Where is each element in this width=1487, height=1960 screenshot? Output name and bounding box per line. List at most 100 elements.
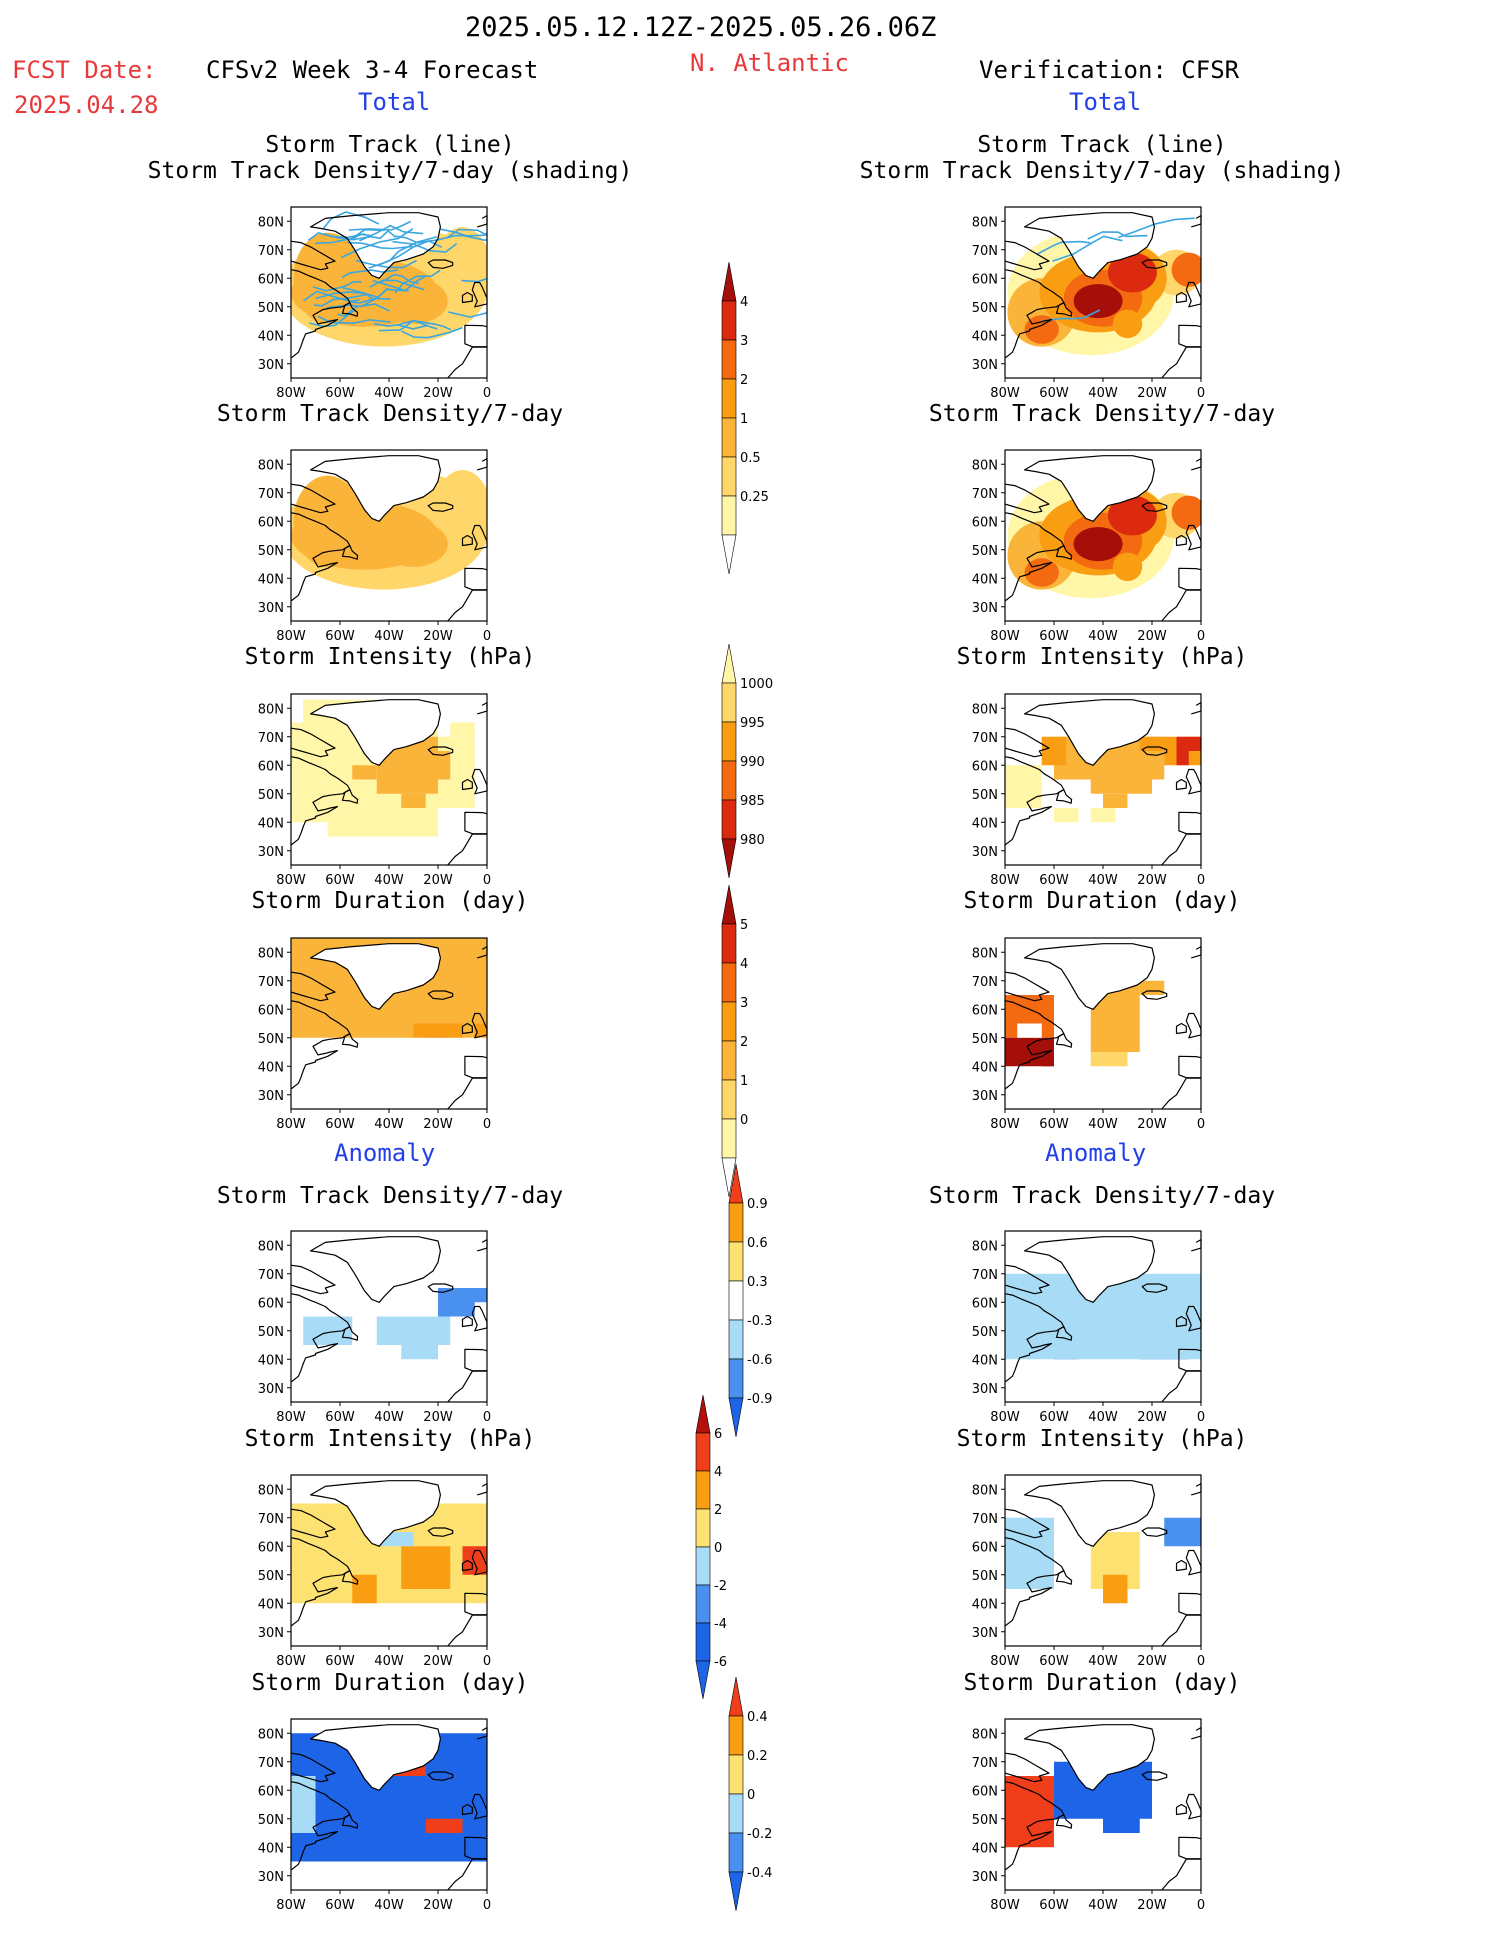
fcst-date-label: FCST Date: — [12, 56, 157, 84]
lat-tick-label: 80N — [972, 1239, 998, 1254]
shading-layer — [291, 699, 475, 837]
greenland-coast — [1023, 1236, 1155, 1303]
colorbar-label: -0.2 — [747, 1827, 772, 1842]
lat-tick-label: 70N — [972, 1512, 998, 1527]
lon-tick-label: 0 — [483, 1117, 491, 1132]
lat-tick-label: 30N — [258, 1626, 284, 1641]
lon-tick-label: 60W — [325, 386, 355, 401]
greenland-coast — [1023, 455, 1155, 522]
africa-coast — [447, 1077, 487, 1110]
storm-track-line — [1087, 231, 1148, 240]
lat-tick-label: 30N — [972, 845, 998, 860]
iberia-coast — [1178, 1055, 1202, 1079]
africa-coast — [1161, 1077, 1201, 1110]
britain-coast — [1185, 524, 1202, 551]
storm-track-line — [1037, 240, 1091, 255]
lon-tick-label: 20W — [423, 629, 453, 644]
colorbar-label: 2 — [740, 373, 748, 388]
lat-tick-label: 50N — [258, 1813, 284, 1828]
lat-tick-label: 60N — [972, 272, 998, 287]
panel-title-density-anom-left: Storm Track Density/7-day — [216, 1183, 564, 1209]
storm-track-line — [347, 241, 413, 250]
colorbar-bottom-arrow — [721, 838, 737, 879]
ireland-coast — [461, 1559, 473, 1572]
storm-track-line — [337, 303, 390, 317]
lat-tick-label: 80N — [258, 1483, 284, 1498]
africa-coast — [1161, 1370, 1201, 1403]
lat-tick-label: 40N — [258, 1353, 284, 1368]
colorbar-segment — [728, 1754, 744, 1795]
ireland-coast — [1175, 1803, 1187, 1816]
lat-tick-label: 40N — [258, 1597, 284, 1612]
shade-cell — [1041, 1052, 1054, 1067]
panel-title-duration-anom-right: Storm Duration (day) — [963, 1670, 1241, 1696]
ireland-coast — [1175, 534, 1187, 547]
lat-tick-label: 70N — [972, 1756, 998, 1771]
colorbar-label: 4 — [740, 957, 748, 972]
lon-tick-label: 0 — [483, 873, 491, 888]
lon-tick-label: 0 — [483, 1898, 491, 1913]
lon-tick-label: 80W — [990, 1410, 1020, 1425]
map-intensity-forecast: 80N 70N 60N 50N 40N 30N 80W 60W 40W 20W 0 — [258, 693, 491, 888]
lat-tick-label: 40N — [972, 1353, 998, 1368]
baffin-coast — [290, 483, 336, 514]
shade-cell — [1005, 1776, 1054, 1848]
iceland-coast — [1141, 259, 1168, 269]
colorbar-segment — [695, 1432, 711, 1472]
colorbar-label: -0.9 — [747, 1392, 772, 1407]
svalbard-coast — [477, 1239, 488, 1252]
lat-tick-label: 70N — [258, 487, 284, 502]
greenland-land — [1024, 1480, 1155, 1547]
iberia-coast — [1178, 567, 1202, 591]
lat-tick-label: 80N — [972, 458, 998, 473]
lat-tick-label: 60N — [972, 1540, 998, 1555]
map-duration-anom-verification: 80N 70N 60N 50N 40N 30N 80W 60W 40W 20W 0 — [972, 1718, 1205, 1913]
shading-layer — [1005, 1724, 1155, 1848]
greenland-land — [310, 943, 441, 1010]
newfoundland-coast — [1055, 1033, 1073, 1048]
lon-tick-label: 40W — [1088, 873, 1118, 888]
lon-tick-label: 80W — [276, 629, 306, 644]
colorbar-segment — [721, 417, 737, 458]
ireland-coast — [1175, 1022, 1187, 1035]
shading-layer — [1007, 212, 1201, 356]
baffin-coast — [1004, 727, 1050, 758]
lat-tick-label: 40N — [972, 1841, 998, 1856]
iceland-coast — [1141, 1283, 1168, 1293]
shade-contour — [1112, 552, 1143, 582]
lat-tick-label: 50N — [258, 1569, 284, 1584]
shade-cell — [425, 751, 451, 780]
lat-tick-label: 40N — [258, 329, 284, 344]
storm-track-line — [317, 315, 391, 325]
shade-cell — [401, 1345, 438, 1360]
iberia-coast — [1178, 811, 1202, 835]
lat-tick-label: 70N — [258, 1512, 284, 1527]
lat-tick-label: 70N — [972, 244, 998, 259]
iceland-coast — [427, 990, 454, 1000]
lat-tick-label: 30N — [258, 601, 284, 616]
coastlines — [1004, 1724, 1202, 1891]
north-america-coast — [1004, 512, 1065, 602]
lat-tick-label: 30N — [972, 358, 998, 373]
baffin-coast — [290, 971, 336, 1002]
north-america-coast — [290, 1537, 351, 1627]
shade-cell — [1103, 1574, 1128, 1604]
britain-coast — [471, 524, 488, 551]
colorbar-label: 0.25 — [740, 490, 769, 505]
colorbar-segment — [721, 923, 737, 964]
lat-tick-label: 60N — [258, 515, 284, 530]
shade-contour — [1024, 315, 1059, 344]
shade-cell — [474, 1023, 487, 1038]
verification-title: Verification: CFSR — [979, 56, 1240, 84]
storm-track-line — [401, 326, 463, 339]
lat-tick-label: 60N — [972, 1296, 998, 1311]
svalbard-coast — [1191, 702, 1202, 715]
colorbar-label: 3 — [740, 996, 748, 1011]
colorbar-top-arrow — [695, 1394, 711, 1434]
africa-coast — [1161, 589, 1201, 622]
iceland-coast — [1141, 746, 1168, 756]
colorbar-intensity-anom: 6 4 2 0 -2 -4 -6 — [695, 1394, 727, 1700]
lon-tick-label: 20W — [1137, 873, 1167, 888]
britain-coast — [1185, 281, 1202, 308]
colorbar-top-arrow — [721, 261, 737, 302]
